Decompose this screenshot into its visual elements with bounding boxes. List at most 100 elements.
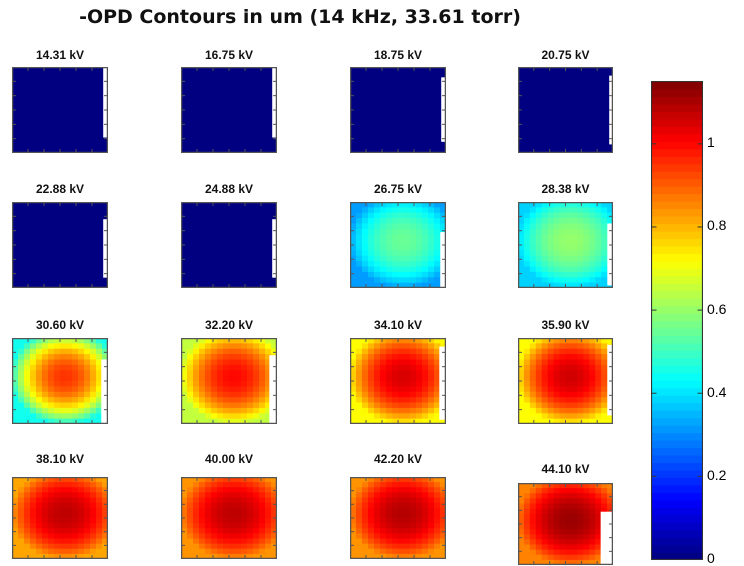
heatmap-cell bbox=[368, 234, 375, 241]
heatmap-cell bbox=[36, 370, 43, 377]
heatmap-cell bbox=[72, 99, 79, 106]
heatmap-cell bbox=[565, 539, 573, 546]
heatmap-cell bbox=[601, 239, 608, 246]
heatmap-cell bbox=[535, 202, 543, 208]
heatmap-cell bbox=[374, 245, 381, 251]
heatmap-cell bbox=[72, 386, 79, 393]
heatmap-cell bbox=[529, 534, 537, 540]
heatmap-cell bbox=[60, 115, 67, 122]
heatmap-cell bbox=[60, 110, 67, 116]
heatmap-cell bbox=[583, 67, 590, 73]
heatmap-cell bbox=[368, 418, 375, 424]
heatmap-cell bbox=[259, 136, 266, 143]
heatmap-cell bbox=[241, 131, 248, 138]
heatmap-cell bbox=[211, 282, 218, 288]
heatmap-cell bbox=[380, 207, 387, 214]
heatmap-cell bbox=[96, 518, 103, 524]
heatmap-cell bbox=[271, 512, 277, 519]
heatmap-cell bbox=[601, 488, 608, 494]
heatmap-cell bbox=[368, 518, 375, 524]
heatmap-cell bbox=[78, 553, 85, 559]
heatmap-cell bbox=[571, 104, 578, 111]
heatmap-cell bbox=[211, 359, 218, 366]
heatmap-cell bbox=[96, 402, 103, 409]
heatmap-cell bbox=[181, 487, 188, 493]
heatmap-cell bbox=[577, 518, 584, 525]
heatmap-cell bbox=[541, 147, 549, 153]
heatmap-cell bbox=[259, 338, 266, 344]
heatmap-cell bbox=[247, 245, 254, 251]
heatmap-cell bbox=[247, 218, 254, 225]
heatmap-cell bbox=[547, 554, 555, 561]
heatmap-cell bbox=[559, 266, 567, 273]
heatmap-cell bbox=[434, 207, 441, 214]
heatmap-cell bbox=[428, 359, 435, 366]
heatmap-cell bbox=[595, 554, 602, 561]
heatmap-cell bbox=[102, 543, 108, 550]
heatmap-cell bbox=[547, 131, 555, 138]
heatmap-cell bbox=[78, 364, 85, 371]
heatmap-cell bbox=[90, 487, 97, 493]
heatmap-cell bbox=[601, 277, 608, 284]
heatmap-cell bbox=[362, 228, 369, 235]
heatmap-cell bbox=[271, 482, 277, 488]
heatmap-cell bbox=[90, 77, 97, 84]
heatmap-cell bbox=[187, 282, 194, 288]
heatmap-cell bbox=[72, 147, 79, 153]
heatmap-cell bbox=[96, 228, 103, 235]
heatmap-cell bbox=[440, 72, 446, 79]
heatmap-cell bbox=[271, 507, 277, 514]
heatmap-cell bbox=[78, 482, 85, 488]
heatmap-cell bbox=[589, 131, 596, 138]
heatmap-cell bbox=[434, 348, 441, 355]
heatmap-cell bbox=[30, 126, 37, 133]
heatmap-cell bbox=[223, 487, 230, 493]
heatmap-cell bbox=[217, 212, 224, 219]
heatmap-cell bbox=[595, 544, 602, 551]
heatmap-cell bbox=[48, 147, 55, 153]
colorbar-step bbox=[651, 469, 703, 478]
heatmap-cell bbox=[571, 498, 578, 505]
colorbar-step bbox=[651, 544, 703, 553]
heatmap-cell bbox=[559, 539, 567, 546]
heatmap-cell bbox=[265, 250, 272, 257]
heatmap-cell bbox=[96, 115, 103, 122]
heatmap-cell bbox=[350, 487, 357, 493]
heatmap-cell bbox=[259, 77, 266, 84]
heatmap-cell bbox=[48, 67, 55, 73]
heatmap-cell bbox=[12, 354, 19, 361]
heatmap-cell bbox=[362, 354, 369, 361]
heatmap-cell bbox=[18, 528, 25, 534]
heatmap-cell bbox=[102, 523, 108, 529]
heatmap-cell bbox=[428, 266, 435, 273]
heatmap-cell bbox=[181, 402, 188, 409]
heatmap-cell bbox=[90, 136, 97, 143]
heatmap-cell bbox=[211, 348, 218, 355]
heatmap-cell bbox=[434, 391, 441, 398]
heatmap-cell bbox=[72, 523, 79, 529]
heatmap-cell bbox=[241, 218, 248, 225]
heatmap-cell bbox=[265, 126, 272, 133]
heatmap-cell bbox=[187, 553, 194, 559]
heatmap-cell bbox=[60, 477, 67, 483]
heatmap-cell bbox=[193, 202, 200, 208]
heatmap-cell bbox=[78, 136, 85, 143]
heatmap-cell bbox=[607, 413, 613, 420]
heatmap-cell bbox=[205, 482, 212, 488]
heatmap-cell bbox=[205, 418, 212, 424]
heatmap-cell bbox=[374, 93, 381, 100]
heatmap-cell bbox=[205, 88, 212, 95]
heatmap-cell bbox=[54, 239, 61, 246]
heatmap-cell bbox=[229, 497, 236, 504]
heatmap-cell bbox=[24, 397, 31, 404]
heatmap-cell bbox=[193, 115, 200, 122]
heatmap-cell bbox=[392, 223, 399, 230]
heatmap-cell bbox=[66, 271, 73, 278]
heatmap-cell bbox=[259, 282, 266, 288]
heatmap-cell bbox=[90, 88, 97, 95]
heatmap-cell bbox=[60, 99, 67, 106]
heatmap-cell bbox=[440, 492, 446, 499]
heatmap-cell bbox=[199, 354, 206, 361]
heatmap-cell bbox=[78, 142, 85, 149]
heatmap-cell bbox=[205, 397, 212, 404]
